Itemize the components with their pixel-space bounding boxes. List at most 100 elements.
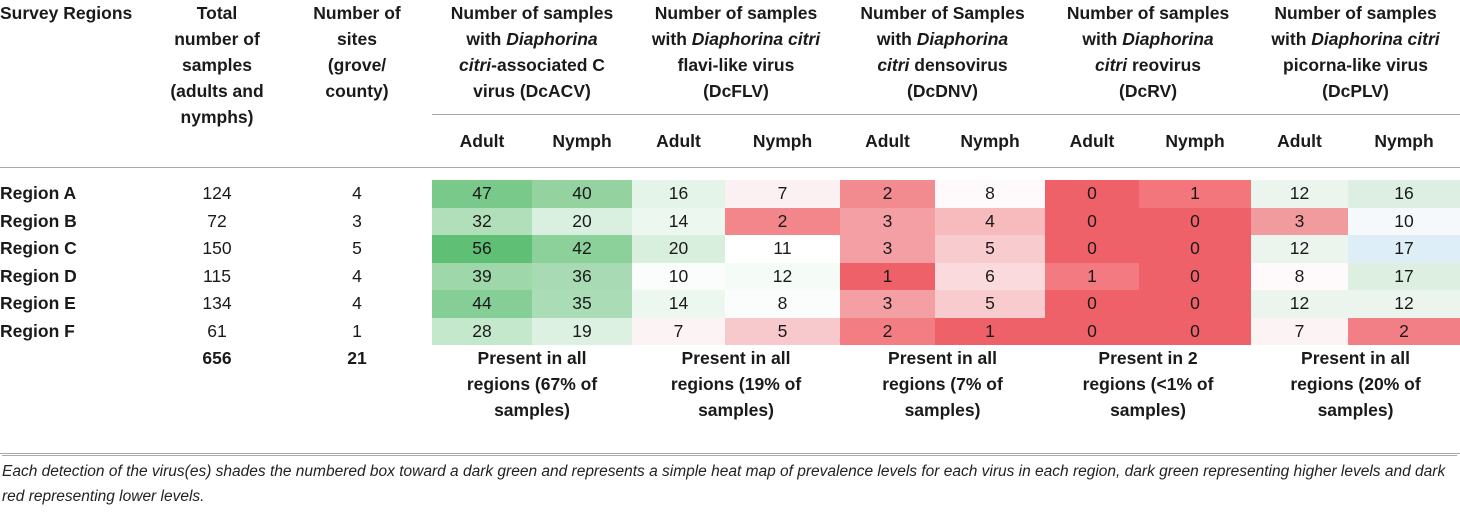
heatmap-cell: 2: [725, 207, 840, 235]
heatmap-cell: 0: [1045, 180, 1140, 208]
heatmap-cell: 12: [1251, 180, 1349, 208]
nymph-subheader: Nymph: [935, 114, 1046, 168]
virus-header-line: citri densovirus: [877, 55, 1008, 75]
heatmap-cell: 16: [632, 180, 725, 208]
virus-header-line: Number of Samples: [860, 3, 1025, 23]
heatmap-cell: 2: [1348, 317, 1460, 345]
total-samples: 115: [203, 265, 231, 286]
virus-header-line: with Diaphorina citri: [651, 29, 821, 49]
heatmap-cell: 3: [1251, 207, 1349, 235]
heatmap-cell: 7: [1251, 317, 1349, 345]
summary-dcacv: Present in all regions (67% of samples): [466, 348, 598, 420]
heatmap-cell: 1: [1045, 262, 1140, 290]
summary-dcrv: Present in 2 regions (<1% of samples): [1082, 348, 1214, 420]
heatmap-cell: 0: [1139, 262, 1252, 290]
total-samples-header: Total number of samples (adults and nymp…: [170, 3, 264, 127]
total-samples: 72: [207, 210, 227, 231]
heatmap-cell: 0: [1139, 207, 1252, 235]
heatmap-cell: 0: [1139, 235, 1252, 263]
species-name: Diaphorina citri: [1311, 29, 1440, 49]
heatmap-cell: 19: [532, 317, 632, 345]
site-count: 5: [352, 238, 362, 259]
heatmap-cell: 1: [935, 317, 1046, 345]
total-samples: 61: [207, 320, 227, 341]
region-name: Region D: [0, 265, 77, 286]
heatmap-cell: 20: [532, 207, 632, 235]
heatmap-cell: 20: [632, 235, 725, 263]
virus-header-line: with Diaphorina: [876, 29, 1009, 49]
heatmap-cell: 36: [532, 262, 632, 290]
virus-header-line: (DcRV): [1119, 81, 1178, 101]
table-row: Region A 124 4 47 40 16 7 2 8 0 1 12 16: [0, 180, 1460, 208]
adult-subheader: Adult: [1251, 114, 1349, 168]
virus-header-line: with Diaphorina: [466, 29, 598, 49]
virus-header-line: citri-associated C: [459, 55, 605, 75]
heatmap-cell: 12: [1251, 290, 1349, 318]
heatmap-cell: 11: [725, 235, 840, 263]
virus-header-dcrv: Number of samples with Diaphorina citri re…: [1045, 0, 1251, 115]
virus-header-line: Number of samples: [654, 3, 818, 23]
heatmap-cell: 1: [840, 262, 935, 290]
summary-dcdnv: Present in all regions (7% of samples): [882, 348, 1003, 420]
site-count: 1: [352, 320, 362, 341]
header-divider: [0, 167, 1460, 168]
heatmap-cell: 42: [532, 235, 632, 263]
heatmap-cell: 8: [1251, 262, 1349, 290]
heatmap-cell: 16: [1348, 180, 1460, 208]
heatmap-cell: 6: [935, 262, 1046, 290]
virus-header-line: (DcDNV): [907, 81, 978, 101]
total-samples: 124: [202, 183, 232, 204]
heatmap-cell: 32: [432, 207, 532, 235]
site-count: 4: [352, 183, 362, 204]
heatmap-cell: 47: [432, 180, 532, 208]
total-samples: 134: [202, 293, 232, 314]
heatmap-cell: 10: [1348, 207, 1460, 235]
adult-subheader: Adult: [632, 114, 725, 168]
heatmap-cell: 8: [725, 290, 840, 318]
virus-header-line: Number of samples: [450, 3, 614, 23]
heatmap-cell: 56: [432, 235, 532, 263]
header-row: Survey Regions Total number of samples (…: [0, 0, 1460, 127]
region-name: Region B: [0, 210, 77, 231]
heatmap-cell: 35: [532, 290, 632, 318]
region-name: Region C: [0, 238, 77, 259]
heatmap-cell: 5: [935, 290, 1046, 318]
virus-header-line: (DcPLV): [1322, 81, 1389, 101]
site-count: 4: [352, 293, 362, 314]
heatmap-cell: 7: [632, 317, 725, 345]
total-samples: 150: [202, 238, 232, 259]
virus-header-dcacv: Number of samples with Diaphorina citri-as…: [432, 0, 632, 115]
heatmap-cell: 12: [1251, 235, 1349, 263]
species-name: citri: [459, 55, 492, 75]
heatmap-cell: 17: [1348, 262, 1460, 290]
heatmap-cell: 12: [725, 262, 840, 290]
totals-label: [0, 345, 152, 423]
heatmap-cell: 0: [1139, 290, 1252, 318]
virus-header-line: Number of samples: [1274, 3, 1437, 23]
virus-header-dcdnv: Number of Samples with Diaphorina citri de…: [840, 0, 1045, 115]
region-name: Region E: [0, 293, 76, 314]
virus-header-line: Number of samples: [1066, 3, 1230, 23]
summary-dcflv: Present in all regions (19% of samples): [670, 348, 802, 420]
species-name: Diaphorina: [1122, 29, 1214, 49]
heatmap-cell: 14: [632, 207, 725, 235]
heatmap-cell: 3: [840, 235, 935, 263]
heatmap-cell: 10: [632, 262, 725, 290]
adult-subheader: Adult: [1045, 114, 1140, 168]
heatmap-cell: 4: [935, 207, 1046, 235]
grand-total-sites: 21: [347, 348, 367, 368]
heatmap-cell: 2: [840, 180, 935, 208]
region-name: Region F: [0, 320, 75, 341]
heatmap-cell: 0: [1045, 235, 1140, 263]
heatmap-cell: 0: [1139, 317, 1252, 345]
virus-header-line: picorna-like virus: [1283, 55, 1428, 75]
table-row: Region F 61 1 28 19 7 5 2 1 0 0 7 2: [0, 317, 1460, 345]
sites-header: Number of sites (grove/ county): [313, 3, 401, 101]
heatmap-cell: 17: [1348, 235, 1460, 263]
table-row: Region D 115 4 39 36 10 12 1 6 1 0 8 17: [0, 262, 1460, 290]
site-count: 4: [352, 265, 362, 286]
nymph-subheader: Nymph: [532, 114, 632, 168]
totals-row: 656 21 Present in all regions (67% of samp…: [0, 345, 1460, 423]
heatmap-cell: 44: [432, 290, 532, 318]
virus-header-line: virus (DcACV): [473, 81, 591, 101]
